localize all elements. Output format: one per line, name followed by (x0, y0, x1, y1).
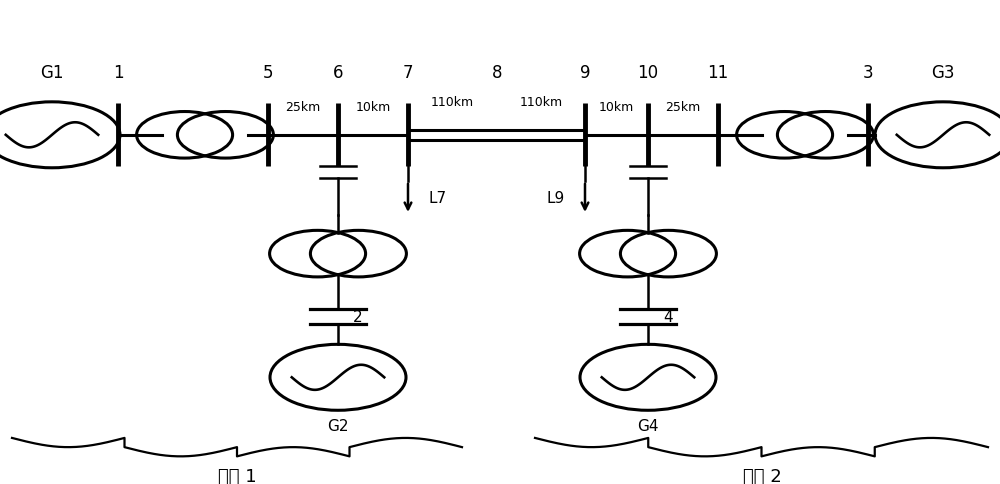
Text: 10: 10 (637, 64, 659, 82)
Text: G1: G1 (40, 64, 64, 82)
Text: 9: 9 (580, 64, 590, 82)
Text: G2: G2 (327, 418, 349, 433)
Text: 2: 2 (353, 310, 363, 324)
Text: 8: 8 (492, 64, 502, 82)
Text: 7: 7 (403, 64, 413, 82)
Text: 110km: 110km (431, 96, 474, 109)
Text: 4: 4 (663, 310, 673, 324)
Text: L7: L7 (428, 191, 446, 206)
Text: 110km: 110km (519, 96, 563, 109)
Text: G4: G4 (637, 418, 659, 433)
Text: 10km: 10km (355, 101, 391, 114)
Text: L9: L9 (547, 191, 565, 206)
Text: 10km: 10km (599, 101, 634, 114)
Text: 5: 5 (263, 64, 273, 82)
Text: 区域 1: 区域 1 (218, 467, 256, 484)
Text: G3: G3 (931, 64, 955, 82)
Text: 3: 3 (863, 64, 873, 82)
Text: 25km: 25km (285, 101, 321, 114)
Text: 1: 1 (113, 64, 123, 82)
Text: 25km: 25km (665, 101, 701, 114)
Text: 6: 6 (333, 64, 343, 82)
Text: 区域 2: 区域 2 (743, 467, 781, 484)
Text: 11: 11 (707, 64, 729, 82)
